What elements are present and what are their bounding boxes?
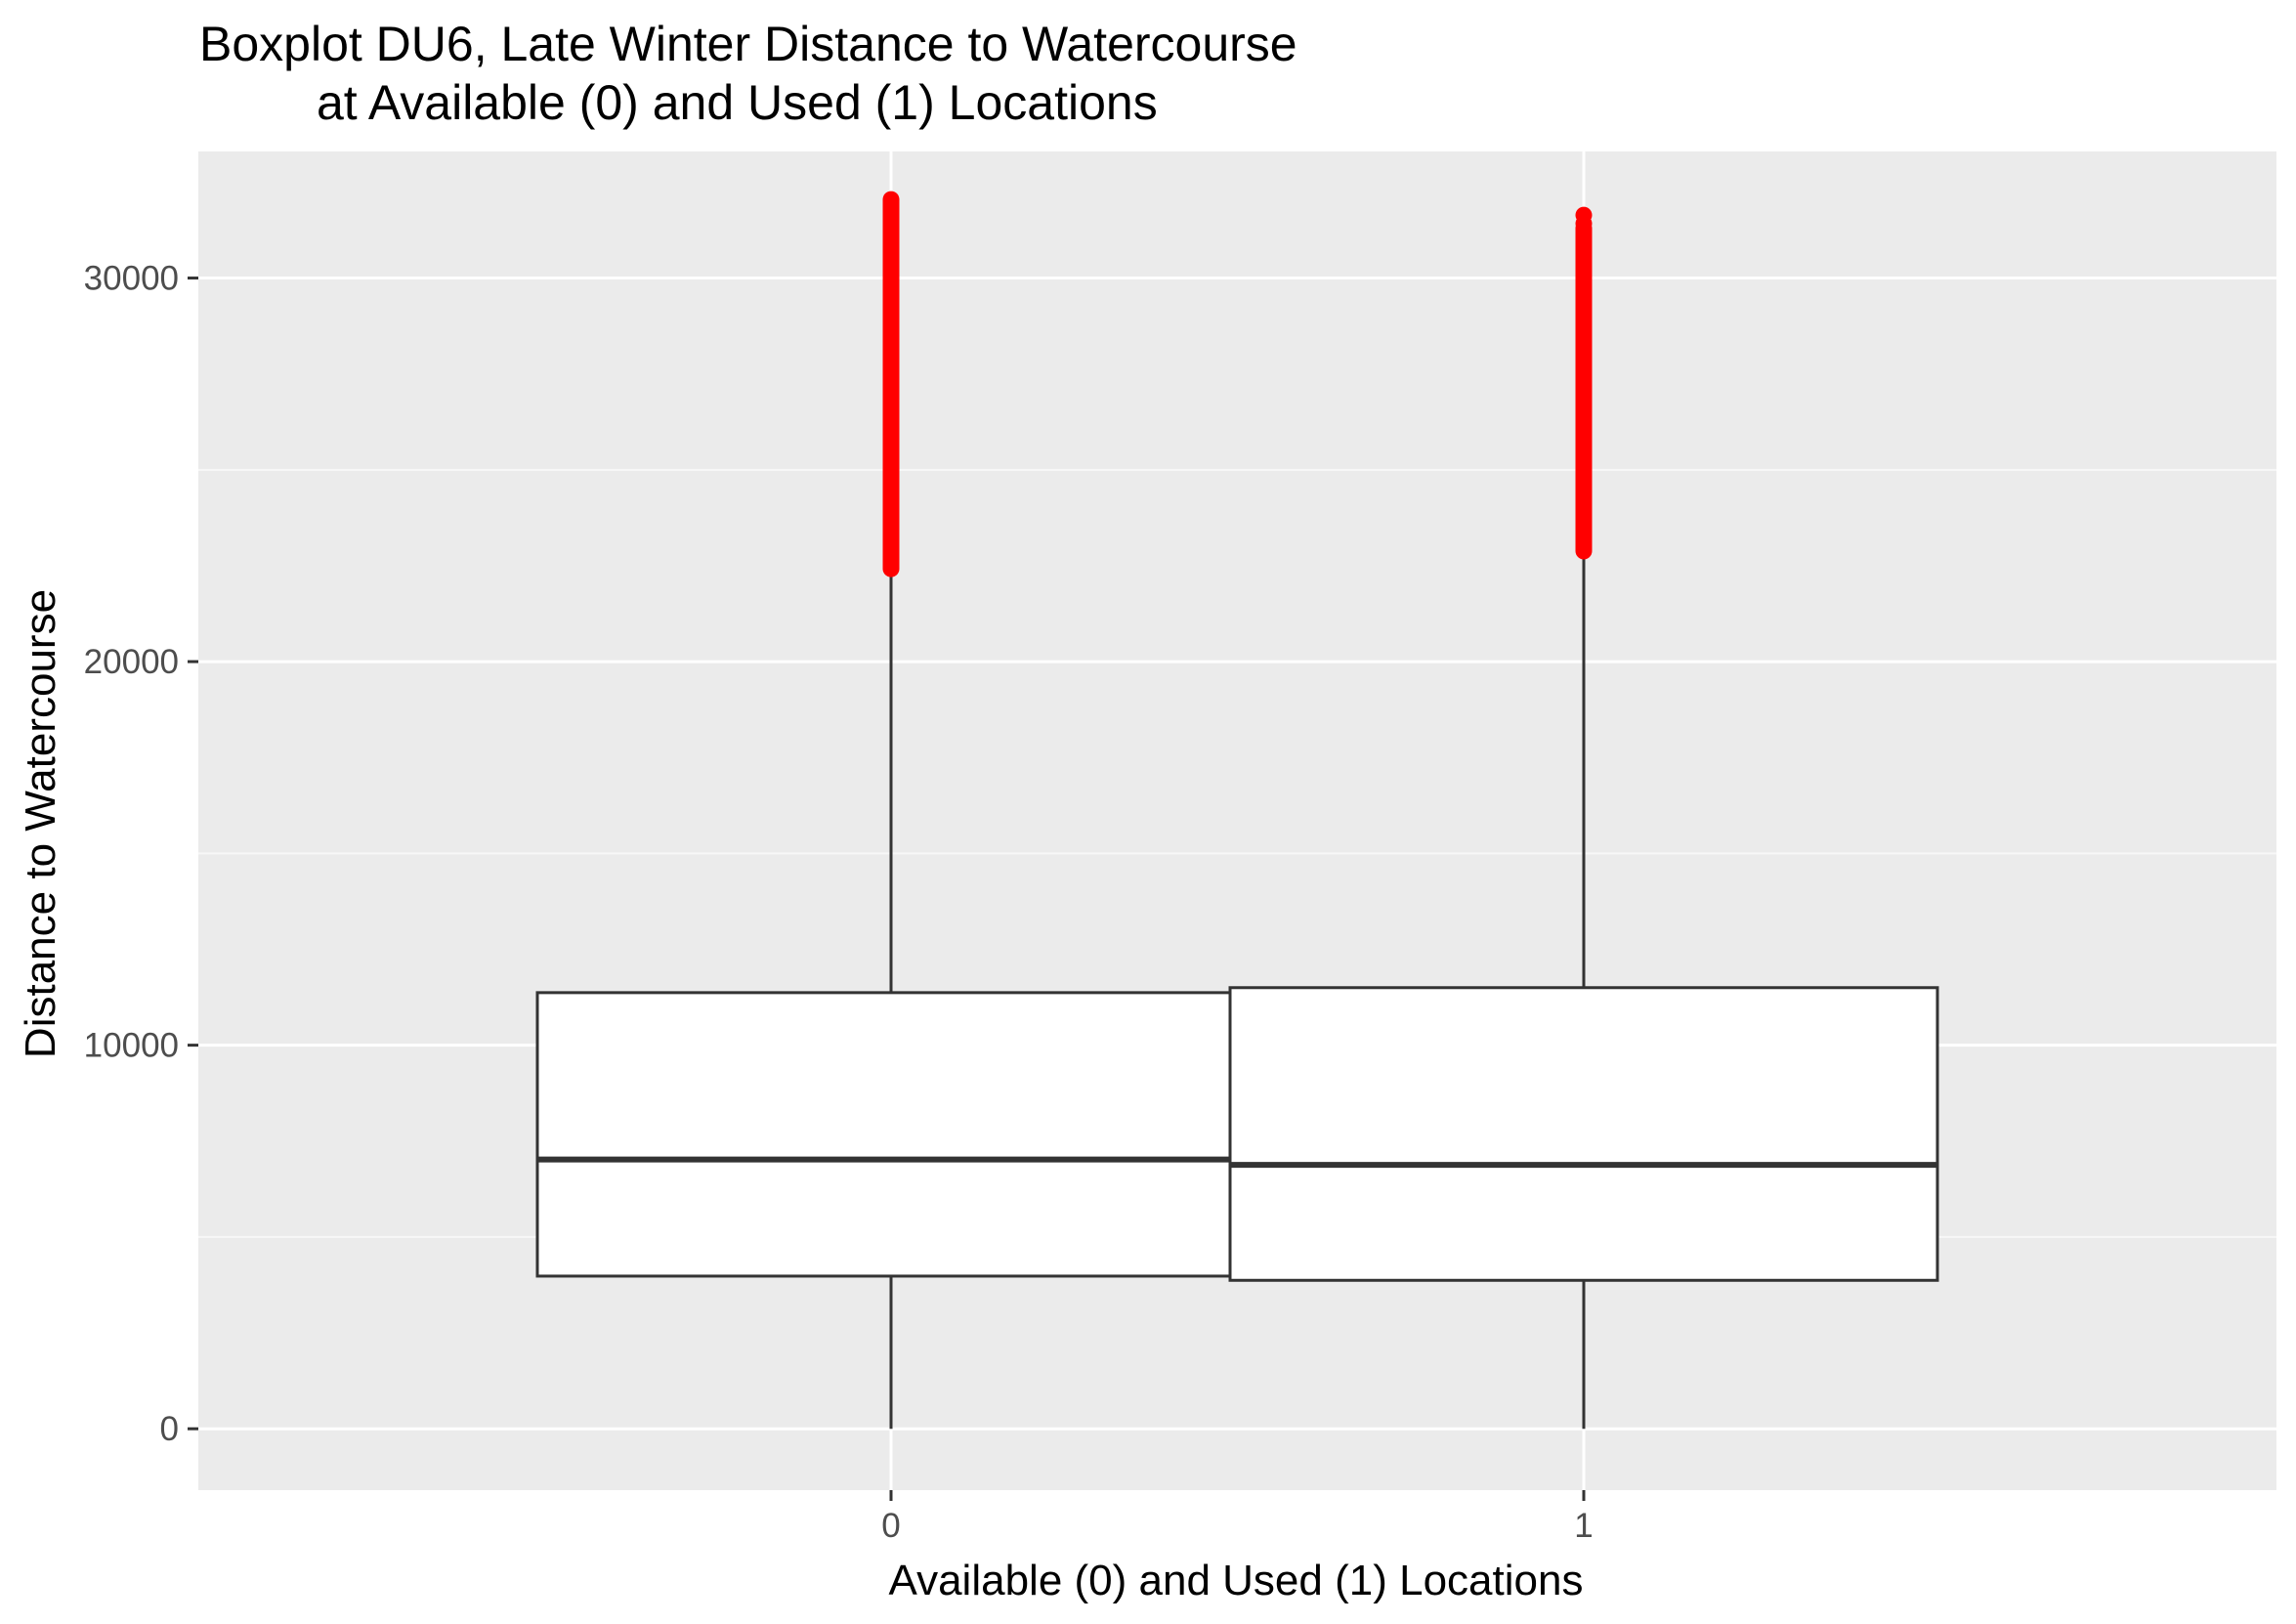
x-axis-title: Available (0) and Used (1) Locations	[889, 1557, 1584, 1604]
chart-title-line-2: at Available (0) and Used (1) Locations	[317, 75, 1158, 130]
chart-title-line-1: Boxplot DU6, Late Winter Distance to Wat…	[199, 17, 1297, 71]
y-tick-label: 20000	[84, 643, 179, 681]
box-marks	[535, 191, 1939, 1430]
y-tick-label: 0	[160, 1410, 179, 1448]
box-group-1	[1228, 206, 1939, 1430]
y-axis-title: Distance to Watercourse	[17, 589, 64, 1058]
box-group-0	[535, 191, 1247, 1430]
y-tick-label: 30000	[84, 260, 179, 298]
box-iqr	[535, 991, 1247, 1278]
y-axis: 0 10000 20000 30000	[84, 260, 198, 1448]
outlier-point	[1575, 215, 1593, 233]
x-tick-label: 1	[1574, 1507, 1593, 1545]
plot-panel	[198, 151, 2276, 1490]
y-tick-label: 10000	[84, 1027, 179, 1065]
box-iqr	[1228, 986, 1939, 1282]
x-tick-label: 0	[881, 1507, 900, 1545]
